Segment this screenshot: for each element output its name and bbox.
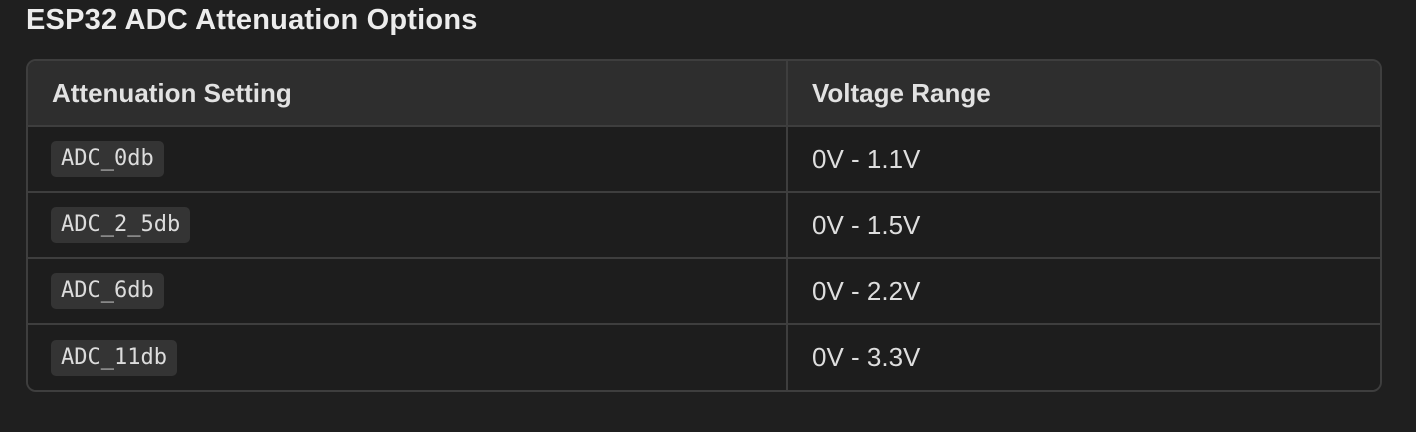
table-row: ADC_0db 0V - 1.1V — [28, 126, 1380, 192]
range-cell: 0V - 2.2V — [786, 257, 1380, 324]
range-cell: 0V - 1.1V — [786, 126, 1380, 192]
setting-cell: ADC_6db — [28, 257, 787, 324]
column-header-attenuation-setting: Attenuation Setting — [28, 61, 787, 127]
inline-code: ADC_11db — [51, 339, 177, 376]
inline-code: ADC_0db — [51, 141, 164, 177]
table-header-row: Attenuation Setting Voltage Range — [28, 61, 1380, 127]
attenuation-table: Attenuation Setting Voltage Range ADC_0d… — [26, 59, 1382, 392]
voltage-range-value: 0V - 2.2V — [812, 275, 921, 306]
column-header-voltage-range: Voltage Range — [786, 61, 1380, 127]
table-row: ADC_11db 0V - 3.3V — [28, 323, 1380, 390]
voltage-range-value: 0V - 1.5V — [812, 209, 921, 240]
range-cell: 0V - 1.5V — [786, 191, 1380, 258]
table-row: ADC_6db 0V - 2.2V — [28, 257, 1380, 324]
inline-code: ADC_6db — [51, 273, 164, 309]
setting-cell: ADC_2_5db — [28, 191, 787, 258]
page-title: ESP32 ADC Attenuation Options — [26, 4, 478, 36]
range-cell: 0V - 3.3V — [786, 323, 1380, 390]
setting-cell: ADC_11db — [28, 323, 787, 390]
setting-cell: ADC_0db — [28, 126, 787, 192]
table-row: ADC_2_5db 0V - 1.5V — [28, 191, 1380, 258]
inline-code: ADC_2_5db — [51, 207, 191, 243]
voltage-range-value: 0V - 1.1V — [812, 143, 921, 174]
voltage-range-value: 0V - 3.3V — [812, 342, 921, 372]
